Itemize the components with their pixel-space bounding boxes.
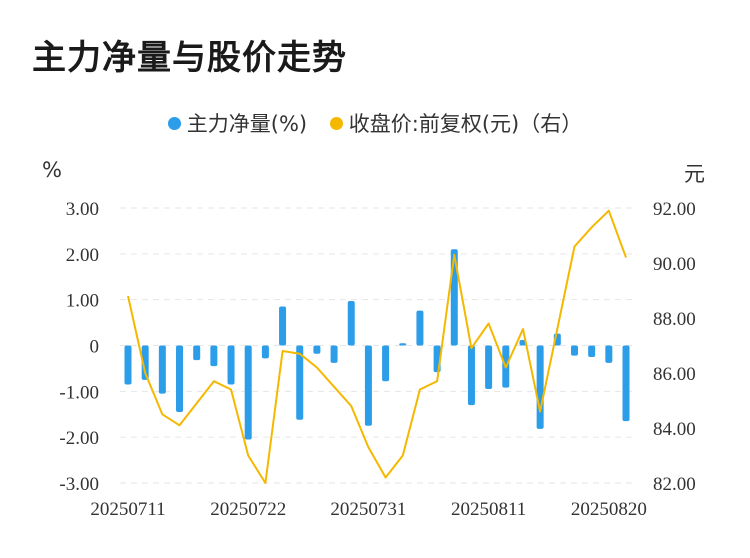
right-tick-label: 92.00 [653, 199, 696, 220]
legend-dot-icon [329, 116, 343, 130]
legend-label-close-price: 收盘价:前复权(元)（右） [348, 112, 583, 136]
right-tick-label: 82.00 [653, 474, 696, 495]
right-axis-unit: 元 [684, 162, 705, 186]
left-axis-unit: % [42, 158, 62, 182]
x-tick-label: 20250820 [571, 499, 647, 520]
legend-label-net-volume: 主力净量(%) [186, 112, 308, 136]
legend-dot-icon [167, 116, 181, 130]
bar [244, 345, 252, 440]
bar [279, 306, 287, 346]
legend-item-close-price[interactable]: 收盘价:前复权(元)（右） [329, 108, 583, 138]
left-tick-label: 0 [90, 337, 100, 358]
bar [605, 345, 613, 363]
left-tick-label: -3.00 [59, 474, 99, 495]
legend: 主力净量(%) 收盘价:前复权(元)（右） [0, 108, 750, 138]
bar [193, 345, 201, 361]
price-line [127, 209, 627, 484]
bar [210, 345, 218, 367]
x-tick-label: 20250722 [210, 499, 286, 520]
bar [296, 345, 304, 420]
right-tick-label: 90.00 [653, 254, 696, 275]
left-tick-label: -2.00 [59, 428, 99, 449]
left-tick-label: 3.00 [66, 199, 99, 220]
right-tick-label: 86.00 [653, 364, 696, 385]
right-tick-label: 88.00 [653, 309, 696, 330]
x-tick-label: 20250731 [330, 499, 406, 520]
bar [570, 345, 578, 356]
bar [261, 345, 269, 359]
x-tick-label: 20250811 [451, 499, 526, 520]
bar [588, 345, 596, 357]
bar [227, 345, 235, 385]
bar [536, 345, 544, 429]
left-tick-label: -1.00 [59, 382, 99, 403]
chart-title: 主力净量与股价走势 [32, 38, 347, 78]
bar [141, 345, 149, 380]
left-tick-label: 2.00 [66, 245, 99, 266]
bar [399, 343, 407, 346]
right-tick-label: 84.00 [653, 419, 696, 440]
bar [382, 345, 390, 382]
bar [622, 345, 630, 422]
bar [330, 345, 338, 363]
left-tick-label: 1.00 [66, 291, 99, 312]
bar [485, 345, 493, 390]
bar [364, 345, 372, 426]
bar [416, 310, 424, 346]
bar [158, 345, 166, 394]
legend-item-net-volume[interactable]: 主力净量(%) [167, 108, 308, 138]
bar [347, 301, 355, 346]
bar [176, 345, 184, 412]
bar [124, 345, 132, 385]
bar [467, 345, 475, 406]
x-tick-label: 20250711 [90, 499, 165, 520]
bar [313, 345, 321, 354]
